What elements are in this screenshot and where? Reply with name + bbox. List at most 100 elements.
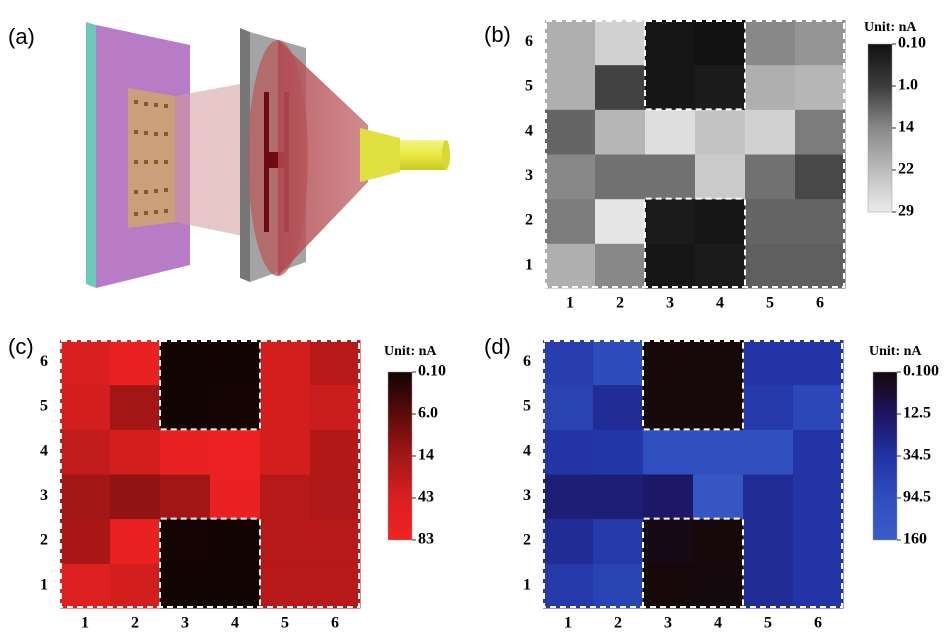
heatmap-cell	[645, 20, 696, 65]
heatmap-cell	[693, 519, 744, 564]
heatmap-cell	[310, 340, 361, 385]
colorbar-tick-label: 22	[898, 161, 914, 178]
heatmap-cell	[795, 20, 846, 65]
heatmap-cell	[793, 519, 844, 564]
panel-label: (a)	[8, 24, 35, 49]
heatmap-cell	[693, 474, 744, 519]
y-tick-label: 6	[40, 353, 48, 370]
heatmap-cell	[643, 385, 694, 430]
heatmap-cell	[595, 20, 646, 65]
colorbar	[388, 372, 412, 540]
heatmap-cell	[60, 385, 111, 430]
heatmap-cell	[545, 154, 596, 199]
y-tick-label: 1	[525, 256, 533, 273]
heatmap-cell	[643, 563, 694, 608]
heatmap-cell	[745, 243, 796, 288]
heatmap-cell	[693, 385, 744, 430]
heatmap-cell	[743, 429, 794, 474]
heatmap-cell	[110, 429, 161, 474]
x-tick-label: 3	[666, 295, 674, 312]
heatmap-cell	[793, 340, 844, 385]
heatmap-cell	[695, 65, 746, 110]
heatmap-cell	[160, 429, 211, 474]
heatmap-cell	[795, 199, 846, 244]
heatmap-cell	[160, 563, 211, 608]
heatmap-cell	[695, 109, 746, 154]
panel-label: (b)	[484, 22, 511, 47]
colorbar-tick-label: 14	[898, 119, 914, 136]
colorbar-tick-label: 83	[418, 531, 434, 548]
colorbar-tick-label: 1.0	[898, 77, 918, 94]
heatmap-cell	[60, 340, 111, 385]
y-tick-label: 2	[40, 532, 48, 549]
heatmap-cell	[743, 385, 794, 430]
y-tick-label: 6	[523, 353, 531, 370]
heatmap-cell	[210, 474, 261, 519]
heatmap-cell	[595, 109, 646, 154]
colorbar-tick-label: 43	[418, 489, 434, 506]
heatmap-cell	[545, 243, 596, 288]
colorbar-tick-label: 29	[898, 203, 914, 220]
heatmap-cell	[645, 154, 696, 199]
y-tick-label: 4	[525, 122, 533, 139]
heatmap-cell	[210, 340, 261, 385]
heatmap-cell	[595, 65, 646, 110]
panel-label: (c)	[8, 334, 34, 359]
heatmap-cell	[795, 109, 846, 154]
heatmap-cell	[795, 243, 846, 288]
x-tick-label: 2	[614, 615, 622, 632]
heatmap-cell	[543, 340, 594, 385]
y-tick-label: 1	[40, 576, 48, 593]
y-tick-label: 5	[40, 398, 48, 415]
colorbar-tick-label: 34.5	[903, 447, 931, 464]
heatmap-cell	[310, 519, 361, 564]
heatmap-cell	[745, 199, 796, 244]
heatmap-cell	[545, 199, 596, 244]
heatmap-cell	[543, 519, 594, 564]
heatmap-cell	[160, 519, 211, 564]
x-tick-label: 3	[181, 615, 189, 632]
heatmap-cell	[160, 474, 211, 519]
heatmap-cell	[310, 563, 361, 608]
colorbar-tick-label: 14	[418, 447, 434, 464]
x-tick-label: 1	[564, 615, 572, 632]
heatmap-cell	[110, 474, 161, 519]
y-tick-label: 5	[525, 78, 533, 95]
heatmap-cell	[210, 563, 261, 608]
heatmap-cell	[260, 385, 311, 430]
heatmap-cell	[110, 519, 161, 564]
x-tick-label: 4	[714, 615, 722, 632]
heatmap-cell	[60, 474, 111, 519]
colorbar	[873, 372, 897, 540]
heatmap-cell	[260, 340, 311, 385]
heatmap-cell	[645, 65, 696, 110]
heatmap-cell	[693, 563, 744, 608]
heatmap-cell	[545, 20, 596, 65]
heatmap-cell	[593, 519, 644, 564]
figure: (a) 123456123456(b)Unit: nA0.101.0142229…	[0, 0, 952, 632]
y-tick-label: 4	[40, 442, 48, 459]
heatmap-cell	[693, 429, 744, 474]
y-tick-label: 3	[523, 487, 531, 504]
colorbar-tick-label: 0.10	[418, 363, 446, 380]
heatmap-cell	[543, 429, 594, 474]
heatmap-cell	[643, 429, 694, 474]
colorbar	[868, 44, 892, 212]
heatmap-cell	[745, 20, 796, 65]
y-tick-label: 5	[523, 398, 531, 415]
heatmap-cell	[695, 20, 746, 65]
x-tick-label: 5	[281, 615, 289, 632]
heatmap-cell	[695, 154, 746, 199]
y-tick-label: 3	[525, 167, 533, 184]
colorbar-tick-label: 12.5	[903, 405, 931, 422]
heatmap-cell	[743, 563, 794, 608]
panel-label: (d)	[484, 334, 511, 359]
heatmap-cell	[60, 519, 111, 564]
heatmap-cell	[593, 340, 644, 385]
colorbar-tick-label: 6.0	[418, 405, 438, 422]
heatmap-cell	[595, 154, 646, 199]
heatmap-cell	[745, 154, 796, 199]
heatmap-cell	[210, 385, 261, 430]
y-tick-label: 3	[40, 487, 48, 504]
